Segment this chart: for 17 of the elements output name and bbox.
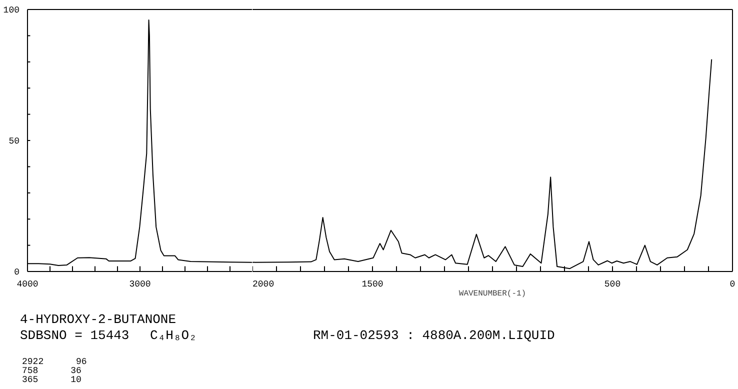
text: RM-01-02593 : 4880A.200M.LIQUID	[313, 328, 555, 343]
x-tick-label: 3000	[129, 280, 151, 290]
x-tick-label: 500	[604, 280, 621, 290]
x-axis-title: WAVENUMBER(-1)	[458, 290, 526, 298]
text: SDBSNO = 15443	[20, 328, 130, 343]
x-tick-label: 4000	[16, 280, 38, 290]
x-tick-label: 2000	[252, 280, 274, 290]
text: 2922 96	[22, 357, 87, 367]
y-tick-label: 50	[8, 136, 20, 146]
text: 365 10	[22, 375, 82, 385]
text: C₄H₈O₂	[150, 328, 197, 343]
text: 758 36	[22, 366, 82, 376]
y-tick-label: 100	[3, 6, 20, 16]
x-tick-label: 1500	[362, 280, 384, 290]
text: 4-HYDROXY-2-BUTANONE	[20, 312, 176, 327]
x-tick-label: 0	[730, 280, 736, 290]
y-tick-label: 0	[14, 268, 20, 278]
